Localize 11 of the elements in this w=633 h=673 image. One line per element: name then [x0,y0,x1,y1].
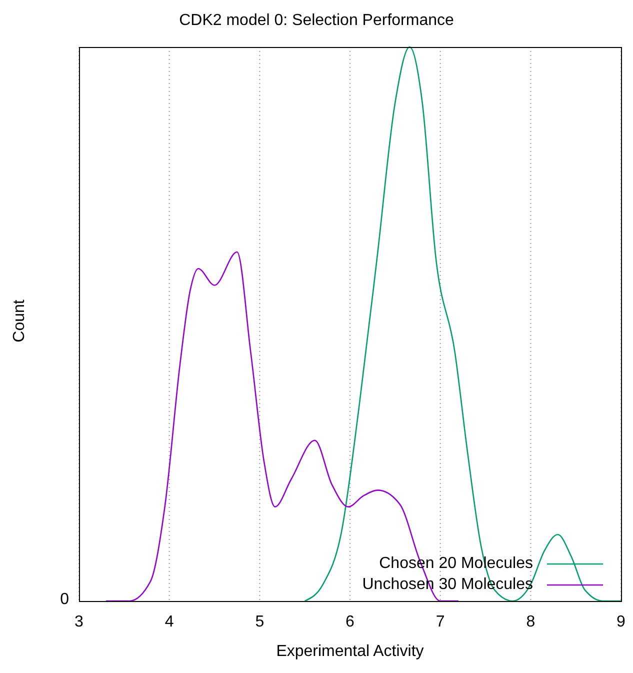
x-tick-label: 4 [164,613,174,630]
chart-title: CDK2 model 0: Selection Performance [178,12,455,30]
x-tick-label: 8 [526,613,536,630]
text: 0 [59,591,69,609]
x-tick-label: 3 [74,613,84,630]
x-tick-label: 7 [436,613,445,630]
x-tick-label: 9 [616,613,626,630]
x-tick-label: 5 [255,613,264,630]
y-axis-title: Count [11,298,29,344]
x-axis-title: Experimental Activity [275,643,425,661]
x-tick-label: 6 [346,613,355,630]
